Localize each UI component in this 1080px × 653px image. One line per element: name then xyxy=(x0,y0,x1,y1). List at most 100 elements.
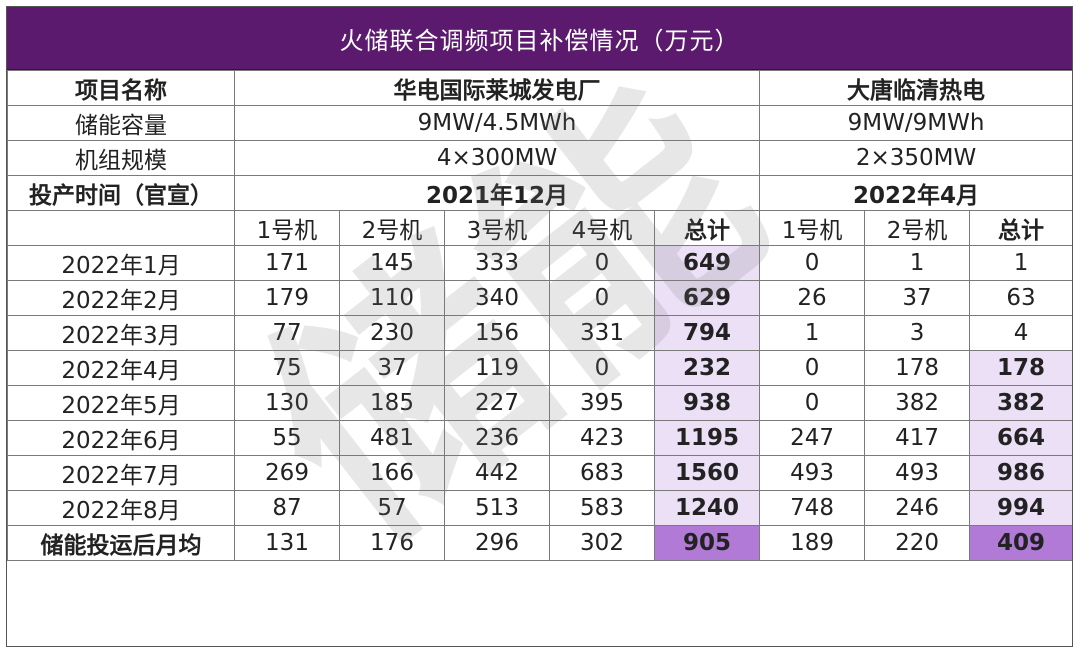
row-label: 投产时间（官宣） xyxy=(7,175,235,211)
plant1-unit-cell: 55 xyxy=(234,420,340,456)
plant1-units: 4×300MW xyxy=(233,140,761,176)
plant1-unit-cell: 130 xyxy=(234,385,340,421)
plant2-average-cell: 189 xyxy=(759,525,866,561)
plant1-total-cell: 938 xyxy=(653,385,761,421)
plant1-unit-cell: 513 xyxy=(444,490,550,526)
column-header: 2号机 xyxy=(339,210,445,246)
plant1-total-cell: 629 xyxy=(653,280,761,316)
plant1-average-total: 905 xyxy=(653,525,761,561)
plant2-total-cell: 382 xyxy=(969,385,1072,421)
plant1-unit-cell: 185 xyxy=(339,385,445,421)
compensation-table: 项目名称 华电国际莱城发电厂 大唐临清热电 储能容量 9MW/4.5MWh 9M… xyxy=(7,70,1072,561)
plant2-total-cell: 178 xyxy=(969,350,1072,386)
plant1-unit-cell: 227 xyxy=(444,385,550,421)
plant1-unit-cell: 269 xyxy=(234,455,340,491)
plant1-unit-cell: 683 xyxy=(549,455,655,491)
column-header: 1号机 xyxy=(759,210,866,246)
plant1-unit-cell: 230 xyxy=(339,315,445,351)
plant1-capacity: 9MW/4.5MWh xyxy=(233,105,761,141)
plant2-total-cell: 994 xyxy=(969,490,1072,526)
column-header: 1号机 xyxy=(234,210,340,246)
plant2-total-cell: 4 xyxy=(969,315,1072,351)
plant1-unit-cell: 57 xyxy=(339,490,445,526)
plant1-total-cell: 649 xyxy=(653,245,761,281)
table-row: 2022年5月 130 185 227 395 938 0 382 382 xyxy=(7,385,1072,421)
column-header-row: 1号机 2号机 3号机 4号机 总计 1号机 2号机 总计 xyxy=(7,210,1072,246)
plant2-unit-cell: 382 xyxy=(864,385,971,421)
plant2-total-cell: 986 xyxy=(969,455,1072,491)
plant1-unit-cell: 145 xyxy=(339,245,445,281)
column-header: 4号机 xyxy=(549,210,655,246)
plant2-unit-cell: 493 xyxy=(864,455,971,491)
plant2-name: 大唐临清热电 xyxy=(759,70,1072,106)
plant2-total-cell: 664 xyxy=(969,420,1072,456)
plant1-unit-cell: 87 xyxy=(234,490,340,526)
plant2-total-cell: 1 xyxy=(969,245,1072,281)
plant2-unit-cell: 246 xyxy=(864,490,971,526)
plant2-average-total: 409 xyxy=(969,525,1072,561)
month-label: 2022年2月 xyxy=(7,280,235,316)
table-row: 2022年2月 179 110 340 0 629 26 37 63 xyxy=(7,280,1072,316)
plant1-total-cell: 232 xyxy=(653,350,761,386)
plant1-average-cell: 302 xyxy=(549,525,655,561)
capacity-row: 储能容量 9MW/4.5MWh 9MW/9MWh xyxy=(7,105,1072,141)
plant2-unit-cell: 0 xyxy=(759,350,866,386)
plant2-unit-cell: 0 xyxy=(759,385,866,421)
plant1-total-cell: 794 xyxy=(653,315,761,351)
column-header-total: 总计 xyxy=(969,210,1072,246)
plant1-name: 华电国际莱城发电厂 xyxy=(233,70,761,106)
month-label: 2022年3月 xyxy=(7,315,235,351)
row-label: 储能容量 xyxy=(7,105,235,141)
plant1-unit-cell: 0 xyxy=(549,245,655,281)
plant1-unit-cell: 423 xyxy=(549,420,655,456)
column-header: 2号机 xyxy=(864,210,971,246)
plant1-unit-cell: 0 xyxy=(549,280,655,316)
table-frame: 火储联合调频项目补偿情况（万元） 项目名称 华电国际莱城发电厂 大唐临清热电 储… xyxy=(6,6,1073,647)
plant2-unit-cell: 417 xyxy=(864,420,971,456)
plant1-unit-cell: 583 xyxy=(549,490,655,526)
plant1-unit-cell: 119 xyxy=(444,350,550,386)
plant1-total-cell: 1240 xyxy=(653,490,761,526)
plant1-total-cell: 1195 xyxy=(653,420,761,456)
plant2-unit-cell: 247 xyxy=(759,420,866,456)
month-label: 2022年7月 xyxy=(7,455,235,491)
empty-header-cell xyxy=(7,210,235,246)
plant2-date: 2022年4月 xyxy=(759,175,1072,211)
plant2-unit-cell: 1 xyxy=(759,315,866,351)
month-label: 2022年5月 xyxy=(7,385,235,421)
commission-date-row: 投产时间（官宣） 2021年12月 2022年4月 xyxy=(7,175,1072,211)
table-row: 2022年3月 77 230 156 331 794 1 3 4 xyxy=(7,315,1072,351)
column-header: 3号机 xyxy=(444,210,550,246)
plant2-unit-cell: 1 xyxy=(864,245,971,281)
plant2-average-cell: 220 xyxy=(864,525,971,561)
plant1-unit-cell: 331 xyxy=(549,315,655,351)
plant1-unit-cell: 340 xyxy=(444,280,550,316)
plant1-unit-cell: 110 xyxy=(339,280,445,316)
plant1-average-cell: 176 xyxy=(339,525,445,561)
table-row: 2022年4月 75 37 119 0 232 0 178 178 xyxy=(7,350,1072,386)
plant1-total-cell: 1560 xyxy=(653,455,761,491)
plant1-unit-cell: 0 xyxy=(549,350,655,386)
plant1-unit-cell: 37 xyxy=(339,350,445,386)
table-title: 火储联合调频项目补偿情况（万元） xyxy=(7,7,1072,70)
plant2-unit-cell: 26 xyxy=(759,280,866,316)
plant1-average-cell: 296 xyxy=(444,525,550,561)
row-label: 机组规模 xyxy=(7,140,235,176)
plant2-unit-cell: 748 xyxy=(759,490,866,526)
plant1-average-cell: 131 xyxy=(234,525,340,561)
plant1-unit-cell: 442 xyxy=(444,455,550,491)
unit-scale-row: 机组规模 4×300MW 2×350MW xyxy=(7,140,1072,176)
table-row: 2022年8月 87 57 513 583 1240 748 246 994 xyxy=(7,490,1072,526)
plant2-unit-cell: 37 xyxy=(864,280,971,316)
plant1-unit-cell: 166 xyxy=(339,455,445,491)
plant1-unit-cell: 395 xyxy=(549,385,655,421)
plant2-unit-cell: 178 xyxy=(864,350,971,386)
average-label: 储能投运后月均 xyxy=(7,525,235,561)
plant1-unit-cell: 333 xyxy=(444,245,550,281)
plant1-unit-cell: 77 xyxy=(234,315,340,351)
plant1-unit-cell: 171 xyxy=(234,245,340,281)
month-label: 2022年8月 xyxy=(7,490,235,526)
plant2-units: 2×350MW xyxy=(759,140,1072,176)
plant2-total-cell: 63 xyxy=(969,280,1072,316)
column-header-total: 总计 xyxy=(653,210,761,246)
